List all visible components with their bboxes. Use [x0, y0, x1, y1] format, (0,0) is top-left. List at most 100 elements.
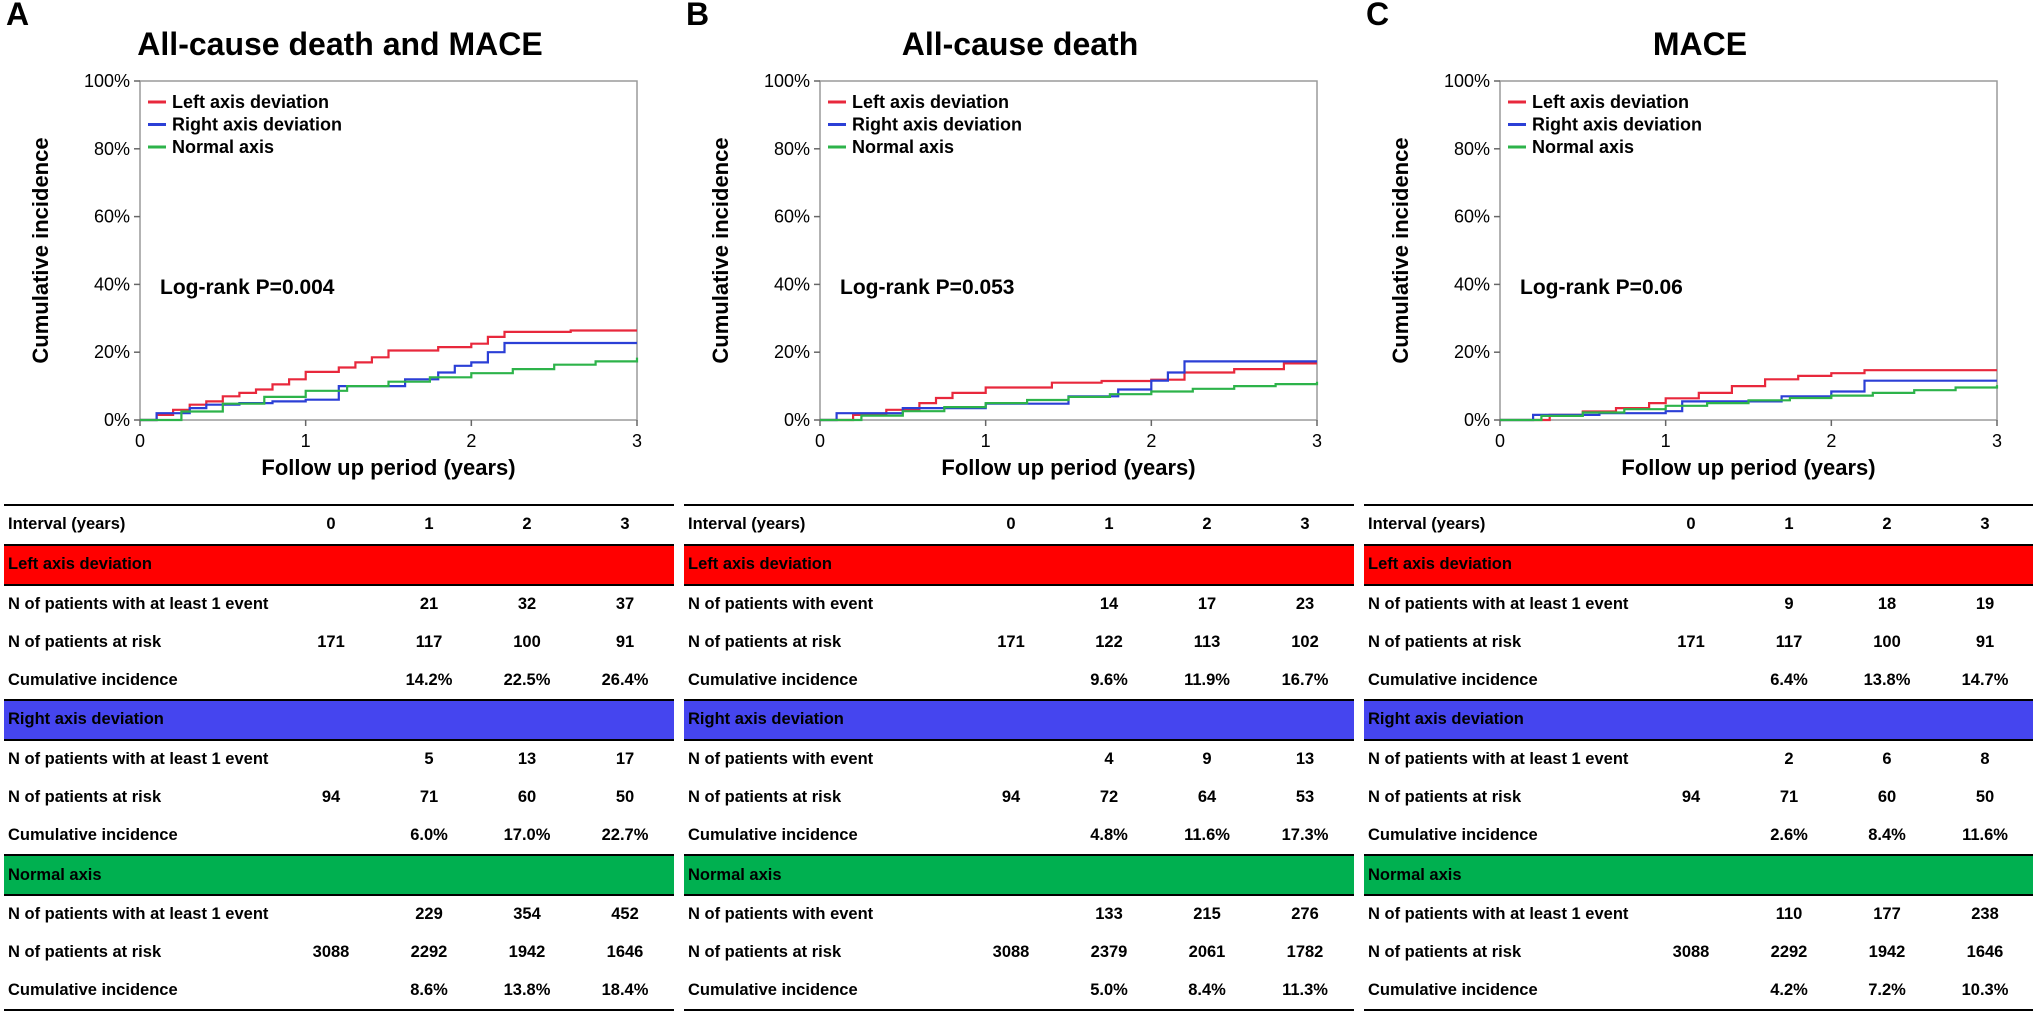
table-row: N of patients at risk 3088 2379 2061 1782 — [684, 934, 1354, 972]
group-name: Right axis deviation — [684, 700, 1354, 740]
table-cell: 22.7% — [576, 816, 674, 855]
table-cell: 2 — [478, 505, 576, 545]
table-cell: 171 — [962, 623, 1060, 661]
table-header-row: Interval (years) 0 1 2 3 — [1364, 505, 2033, 545]
table-cell: 32 — [478, 585, 576, 624]
table-cell: 71 — [380, 779, 478, 817]
table-cell: 3 — [576, 505, 674, 545]
group-name: Left axis deviation — [4, 545, 674, 585]
x-axis-label: Follow up period (years) — [941, 455, 1195, 480]
risk-table: Interval (years) 0 1 2 3 Left axis deviation N… — [4, 504, 674, 1011]
legend-entry: Left axis deviation — [172, 92, 329, 112]
table-cell: 2 — [1838, 505, 1936, 545]
table-cell: 1782 — [1256, 934, 1354, 972]
row-label: N of patients at risk — [684, 779, 962, 817]
table-cell: 18.4% — [576, 972, 674, 1011]
table-cell: 19 — [1936, 585, 2033, 624]
table-cell: 2379 — [1060, 934, 1158, 972]
table-row: Cumulative incidence 2.6% 8.4% 11.6% — [1364, 816, 2033, 855]
table-cell: 171 — [282, 623, 380, 661]
log-rank-annotation: Log-rank P=0.004 — [160, 276, 335, 299]
row-label: Cumulative incidence — [684, 661, 962, 700]
group-header-row: Right axis deviation — [4, 700, 674, 740]
table-cell — [962, 972, 1060, 1011]
row-label: Cumulative incidence — [4, 816, 282, 855]
table-header-row: Interval (years) 0 1 2 3 — [4, 505, 674, 545]
table-cell: 71 — [1740, 779, 1838, 817]
table-cell: 6 — [1838, 740, 1936, 779]
km-chart: 0% 20% 40% 60% 80% 100% 0 1 2 3 Cumulative inciden… — [680, 0, 1360, 500]
group-name: Right axis deviation — [4, 700, 674, 740]
row-label: N of patients with at least 1 event — [4, 740, 282, 779]
table-cell: 26.4% — [576, 661, 674, 700]
table-row: N of patients with event 133 215 276 — [684, 895, 1354, 934]
x-tick-label: 2 — [466, 431, 476, 451]
y-tick-label: 20% — [1454, 342, 1490, 362]
table-cell: 2 — [1158, 505, 1256, 545]
y-tick-label: 100% — [764, 71, 810, 91]
table-cell: 0 — [1642, 505, 1740, 545]
table-cell: 13 — [478, 740, 576, 779]
table-cell: 3 — [1256, 505, 1354, 545]
table-cell: 94 — [962, 779, 1060, 817]
table-cell: 16.7% — [1256, 661, 1354, 700]
row-label: N of patients with event — [684, 895, 962, 934]
table-cell: 14.7% — [1936, 661, 2033, 700]
table-cell: 110 — [1740, 895, 1838, 934]
table-cell: 3088 — [282, 934, 380, 972]
table-cell: 13 — [1256, 740, 1354, 779]
table-cell: 7.2% — [1838, 972, 1936, 1011]
table-cell: 8.4% — [1838, 816, 1936, 855]
risk-table: Interval (years) 0 1 2 3 Left axis deviation N… — [684, 504, 1354, 1011]
table-cell: 14 — [1060, 585, 1158, 624]
table-cell — [962, 661, 1060, 700]
row-label: Interval (years) — [684, 505, 962, 545]
table-cell: 13.8% — [1838, 661, 1936, 700]
legend-entry: Right axis deviation — [1532, 115, 1702, 135]
y-tick-label: 40% — [94, 274, 130, 294]
row-label: N of patients with event — [684, 740, 962, 779]
group-header-row: Left axis deviation — [1364, 545, 2033, 585]
x-axis-label: Follow up period (years) — [1621, 455, 1875, 480]
table-cell: 102 — [1256, 623, 1354, 661]
table-cell: 4.8% — [1060, 816, 1158, 855]
table-cell: 3088 — [1642, 934, 1740, 972]
x-tick-label: 0 — [815, 431, 825, 451]
group-header-row: Left axis deviation — [684, 545, 1354, 585]
table-row: N of patients with at least 1 event 229 35… — [4, 895, 674, 934]
table-cell: 13.8% — [478, 972, 576, 1011]
table-cell: 91 — [1936, 623, 2033, 661]
table-cell: 8 — [1936, 740, 2033, 779]
log-rank-annotation: Log-rank P=0.053 — [840, 276, 1015, 299]
table-cell: 91 — [576, 623, 674, 661]
table-cell: 1646 — [1936, 934, 2033, 972]
table-cell: 117 — [1740, 623, 1838, 661]
table-row: Cumulative incidence 4.8% 11.6% 17.3% — [684, 816, 1354, 855]
table-row: N of patients at risk 171 117 100 91 — [1364, 623, 2033, 661]
table-cell: 0 — [962, 505, 1060, 545]
table-cell: 4.2% — [1740, 972, 1838, 1011]
row-label: N of patients at risk — [1364, 934, 1642, 972]
row-label: Cumulative incidence — [1364, 972, 1642, 1011]
table-cell — [1642, 816, 1740, 855]
table-row: N of patients with at least 1 event 110 17… — [1364, 895, 2033, 934]
row-label: N of patients with at least 1 event — [1364, 895, 1642, 934]
table-cell: 177 — [1838, 895, 1936, 934]
table-cell: 17 — [576, 740, 674, 779]
x-tick-label: 3 — [1992, 431, 2002, 451]
table-cell: 53 — [1256, 779, 1354, 817]
table-cell — [962, 585, 1060, 624]
table-row: N of patients with at least 1 event 9 18 19 — [1364, 585, 2033, 624]
table-row: N of patients at risk 3088 2292 1942 1646 — [4, 934, 674, 972]
row-label: N of patients at risk — [4, 623, 282, 661]
table-cell: 113 — [1158, 623, 1256, 661]
table-cell: 2.6% — [1740, 816, 1838, 855]
group-header-row: Normal axis — [4, 855, 674, 895]
table-cell: 229 — [380, 895, 478, 934]
table-row: Cumulative incidence 4.2% 7.2% 10.3% — [1364, 972, 2033, 1011]
table-cell: 9 — [1740, 585, 1838, 624]
log-rank-annotation: Log-rank P=0.06 — [1520, 276, 1683, 299]
series-line-1 — [1500, 370, 1997, 420]
table-cell: 1942 — [478, 934, 576, 972]
table-cell: 133 — [1060, 895, 1158, 934]
